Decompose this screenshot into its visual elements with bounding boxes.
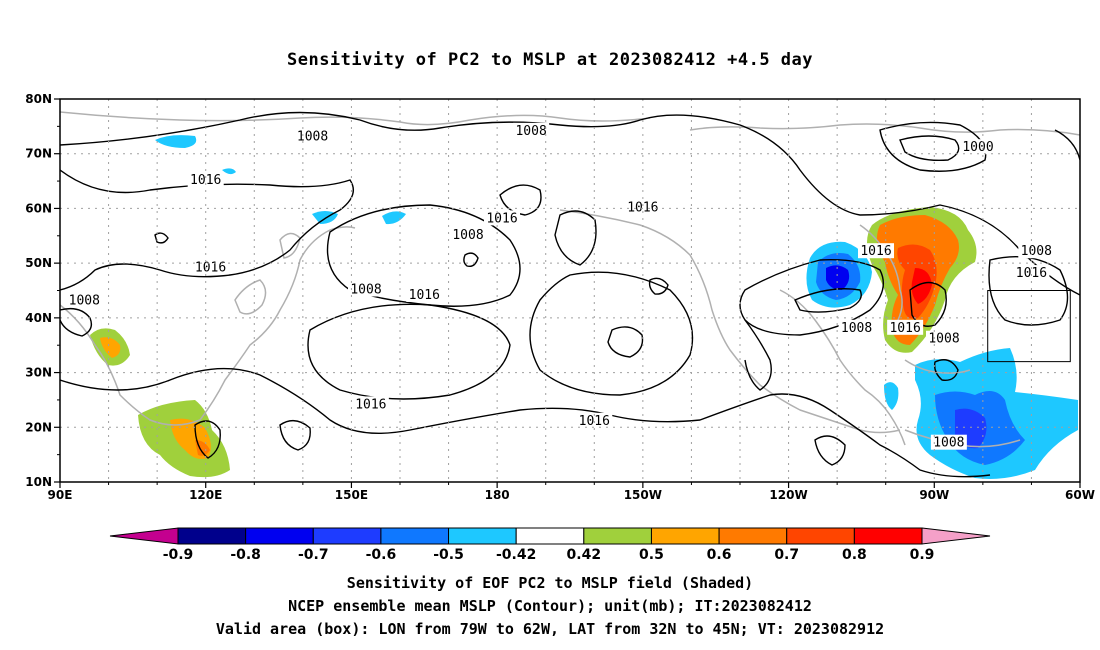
contour-label-bg [513, 122, 550, 138]
contour-label: 1000 [962, 140, 993, 155]
colorbar-label: -0.42 [496, 547, 536, 563]
contour-label-bg [960, 139, 996, 155]
colorbar-label: 0.8 [842, 547, 867, 563]
longitude-axis: 90E 120E 150E 180 150W 120W 90W 60W [48, 482, 1095, 502]
contour-label: 1008 [928, 332, 959, 347]
contour-label: 1008 [933, 436, 964, 451]
negative-region-great-lakes-max [826, 265, 850, 290]
colorbar-label: -0.7 [298, 547, 329, 563]
contour-label-bg [887, 319, 924, 335]
contour-label-bg [484, 210, 520, 226]
positive-region-max [911, 268, 932, 304]
coastlines [60, 111, 1080, 448]
page-title: Sensitivity of PC2 to MSLP at 2023082412… [286, 50, 813, 70]
contour-label: 1016 [190, 173, 221, 188]
colorbar-label: 0.6 [707, 547, 732, 563]
colorbar-label: 0.5 [639, 547, 664, 563]
negative-region-gulf [884, 382, 899, 410]
contour-label: 1008 [350, 283, 381, 298]
contour-label: 1016 [195, 261, 226, 276]
colorbar-swatch [177, 527, 247, 545]
contour-label-bg [1013, 265, 1050, 281]
colorbar-max-triangle [921, 527, 991, 545]
contour-label: 1016 [860, 244, 891, 259]
lon-tick-label: 150W [624, 488, 662, 502]
lon-tick-label: 60W [1065, 488, 1095, 502]
contour-label-bg [352, 396, 389, 412]
grid-lines [60, 99, 1080, 482]
colorbar-label: 0.42 [567, 547, 602, 563]
contour-label-bg [930, 434, 967, 450]
positive-region-philippines-max [195, 440, 210, 456]
colorbar-swatch [853, 527, 923, 545]
contour-label: 1016 [486, 211, 517, 226]
lat-tick-label: 40N [25, 311, 52, 325]
contour-label-bg [348, 281, 384, 297]
lat-tick-label: 80N [25, 92, 52, 106]
contour-label-bg [1018, 243, 1055, 259]
contour-label-bg [294, 128, 331, 144]
colorbar-swatch [786, 527, 855, 545]
latitude-axis: 10N 20N 30N 40N 50N 60N 70N 80N [25, 92, 60, 489]
lon-tick-label: 180 [485, 488, 510, 502]
contour-label: 1008 [297, 129, 328, 144]
colorbar-swatch [718, 527, 788, 545]
lon-tick-label: 90E [48, 488, 73, 502]
negative-spot-4 [382, 211, 406, 225]
lat-tick-label: 20N [25, 420, 52, 434]
contour-label: 1008 [1021, 244, 1052, 259]
contour-label: 1008 [515, 124, 546, 139]
contour-label-bg [926, 330, 962, 346]
colorbar-label: -0.8 [230, 547, 261, 563]
colorbar-label: -0.6 [366, 547, 397, 563]
colorbar-swatch [380, 527, 450, 545]
colorbar-label: -0.9 [163, 547, 194, 563]
contour-label-bg [858, 243, 894, 259]
colorbar-min-triangle [109, 527, 179, 545]
negative-spot-2 [222, 168, 236, 175]
contour-label: 1016 [889, 321, 920, 336]
contour-label-bg [187, 172, 224, 188]
lat-tick-label: 30N [25, 366, 52, 380]
caption-line-2: NCEP ensemble mean MSLP (Contour); unit(… [288, 597, 812, 615]
caption-line-3: Valid area (box): LON from 79W to 62W, L… [215, 620, 885, 638]
positive-region-asia-core [100, 337, 121, 358]
lat-tick-label: 50N [25, 256, 52, 270]
colorbar-swatch [583, 527, 652, 545]
colorbar-label: 0.9 [910, 547, 935, 563]
colorbar-swatch [448, 527, 517, 545]
contour-label: 1016 [409, 288, 440, 303]
contour-label-bg [838, 319, 875, 335]
colorbar-swatch [650, 527, 720, 545]
lon-tick-label: 90W [919, 488, 949, 502]
colorbar-swatch [312, 527, 382, 545]
contour-label: 1008 [841, 321, 872, 336]
contour-label-bg [624, 199, 661, 215]
lat-tick-label: 60N [25, 201, 52, 215]
negative-spot-1 [155, 135, 197, 148]
contour-label-bg [576, 412, 613, 428]
valid-area-box [987, 290, 1071, 363]
contour-label: 1008 [69, 293, 100, 308]
contour-label: 1008 [452, 228, 483, 243]
colorbar-swatch [515, 527, 585, 545]
contour-label: 1016 [355, 397, 386, 412]
contour-label: 1016 [1016, 266, 1047, 281]
contour-label-bg [66, 292, 103, 308]
colorbar: -0.9 -0.8 -0.7 -0.6 -0.5 -0.42 0.42 0.5 0.6 0.7 0.… [109, 527, 991, 563]
lon-tick-label: 150E [335, 488, 368, 502]
colorbar-label: -0.5 [433, 547, 464, 563]
contour-label-bg [450, 226, 486, 242]
lat-tick-label: 10N [25, 475, 52, 489]
colorbar-label: 0.7 [774, 547, 799, 563]
colorbar-swatch [245, 527, 314, 545]
lon-tick-label: 120E [189, 488, 222, 502]
caption-line-1: Sensitivity of EOF PC2 to MSLP field (Sh… [346, 574, 754, 592]
lat-tick-label: 70N [25, 147, 52, 161]
contour-label-bg [406, 286, 443, 302]
lon-tick-label: 120W [769, 488, 807, 502]
